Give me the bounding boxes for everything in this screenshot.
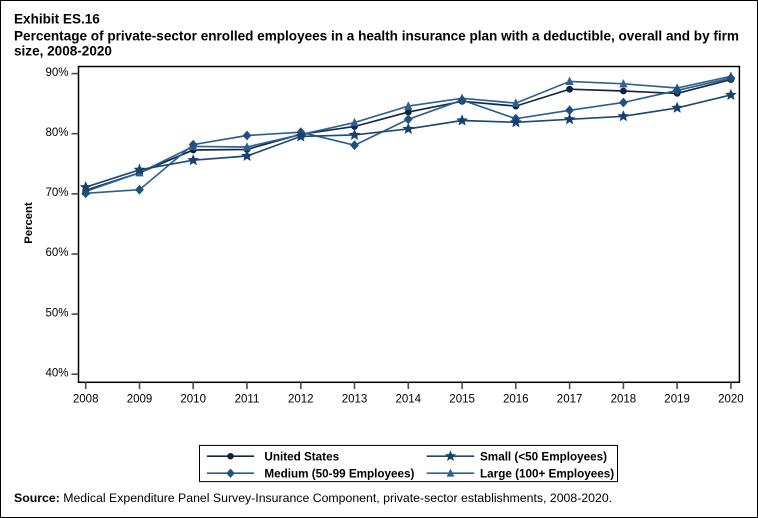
svg-text:size, 2008-2020: size, 2008-2020: [14, 43, 112, 58]
svg-text:2017: 2017: [557, 393, 583, 405]
svg-text:Large (100+ Employees): Large (100+ Employees): [480, 468, 614, 481]
svg-text:2020: 2020: [718, 393, 744, 405]
svg-text:2013: 2013: [342, 393, 368, 405]
svg-text:2011: 2011: [235, 393, 260, 405]
svg-text:2016: 2016: [503, 393, 529, 405]
svg-text:80%: 80%: [45, 127, 68, 139]
svg-text:2018: 2018: [611, 393, 637, 405]
svg-text:Percentage of private-sector e: Percentage of private-sector enrolled em…: [14, 28, 739, 43]
svg-text:Small (<50 Employees): Small (<50 Employees): [480, 451, 607, 464]
svg-text:60%: 60%: [45, 247, 68, 259]
svg-text:2012: 2012: [288, 393, 314, 405]
svg-text:United States: United States: [264, 451, 339, 464]
svg-text:2008: 2008: [73, 393, 99, 405]
svg-text:2010: 2010: [180, 393, 206, 405]
svg-text:Medium (50-99 Employees): Medium (50-99 Employees): [264, 468, 414, 481]
svg-text:2009: 2009: [127, 393, 153, 405]
svg-text:40%: 40%: [45, 367, 68, 379]
svg-text:Percent: Percent: [23, 202, 35, 244]
svg-text:50%: 50%: [45, 307, 68, 319]
svg-text:90%: 90%: [45, 67, 68, 79]
svg-text:Source: Medical Expenditure Pa: Source: Medical Expenditure Panel Survey…: [14, 491, 612, 505]
svg-text:2014: 2014: [396, 393, 422, 405]
svg-text:2019: 2019: [664, 393, 690, 405]
svg-text:70%: 70%: [45, 187, 68, 199]
svg-text:2015: 2015: [449, 393, 475, 405]
svg-text:Exhibit ES.16: Exhibit ES.16: [14, 11, 100, 26]
